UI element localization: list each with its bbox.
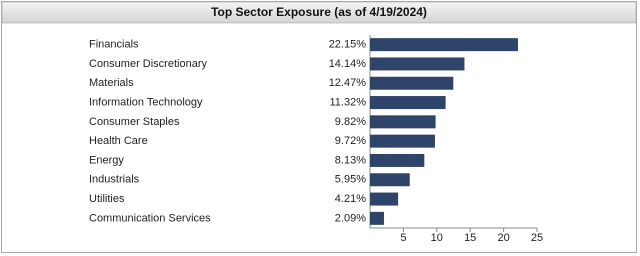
x-tick-label: 10: [431, 232, 443, 244]
value-label: 12.47%: [329, 77, 367, 89]
value-label: 9.72%: [335, 135, 366, 147]
x-tick-label: 25: [531, 232, 543, 244]
x-tick-label: 20: [497, 232, 509, 244]
category-label: Utilities: [89, 193, 125, 205]
bar: [370, 134, 435, 148]
value-label: 22.15%: [329, 39, 367, 51]
category-label: Consumer Discretionary: [89, 58, 207, 70]
bar: [370, 192, 399, 206]
value-label: 9.82%: [335, 116, 366, 128]
category-label: Health Care: [89, 135, 148, 147]
x-tick-label: 5: [400, 232, 406, 244]
value-label: 5.95%: [335, 174, 366, 186]
category-label: Consumer Staples: [89, 116, 180, 128]
bar: [370, 173, 410, 187]
category-label: Financials: [89, 39, 139, 51]
bar: [370, 96, 446, 110]
value-label: 2.09%: [335, 212, 366, 224]
bar: [370, 115, 436, 129]
value-label: 8.13%: [335, 154, 366, 166]
value-label: 11.32%: [330, 96, 367, 108]
chart-title: Top Sector Exposure (as of 4/19/2024): [211, 5, 427, 19]
category-label: Information Technology: [89, 96, 203, 108]
category-label: Materials: [89, 77, 134, 89]
bar: [370, 76, 454, 90]
category-label: Industrials: [89, 174, 140, 186]
value-label: 4.21%: [335, 193, 366, 205]
x-tick-label: 15: [464, 232, 476, 244]
header-bar: [1, 1, 637, 24]
category-label: Communication Services: [89, 212, 211, 224]
category-label: Energy: [89, 154, 124, 166]
bar: [370, 57, 465, 71]
panel-border: [1, 1, 637, 253]
bar: [370, 211, 384, 225]
value-label: 14.14%: [329, 58, 367, 70]
bar: [370, 38, 518, 52]
bar: [370, 153, 425, 167]
